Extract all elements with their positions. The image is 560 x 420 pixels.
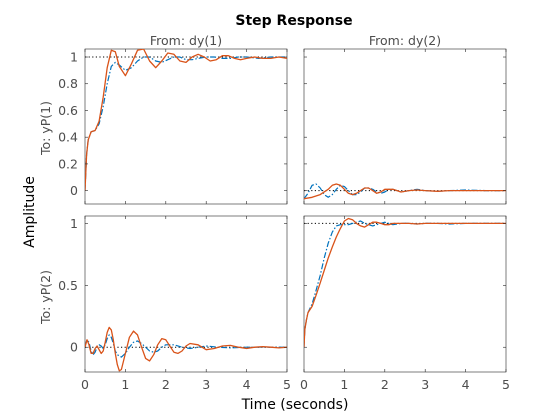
response-line-1: [304, 220, 506, 348]
y-tick-label: 0.5: [58, 278, 78, 293]
subplot-r1c2: [303, 48, 507, 205]
response-line-2: [304, 217, 506, 348]
input-label-1: From: dy(1): [150, 33, 222, 48]
output-label-1: To: yP(1): [38, 101, 53, 156]
x-tick-label: 3: [202, 377, 210, 392]
x-tick-label: 0: [81, 377, 89, 392]
series-group: [85, 49, 287, 191]
response-line-2: [85, 326, 287, 372]
subplot-r2c1: 0 0.5 1 0 1 2 3 4 5: [58, 215, 291, 392]
series-group: [304, 183, 506, 200]
subplot-r1c1: 0 0.2 0.4 0.6 0.8 1: [58, 48, 288, 205]
x-tick-label: 4: [462, 377, 470, 392]
y-tick-label: 0.2: [58, 156, 78, 171]
x-tick-label: 5: [283, 377, 291, 392]
output-label-2: To: yP(2): [38, 270, 53, 325]
input-label-2: From: dy(2): [369, 33, 441, 48]
y-tick-label: 1: [70, 50, 78, 65]
y-tick-label: 0.8: [58, 76, 78, 91]
x-axis-label: Time (seconds): [241, 397, 349, 413]
response-line-1: [85, 334, 287, 358]
plot-frame: [303, 48, 507, 205]
chart-title: Step Response: [235, 13, 352, 29]
x-tick-label: 3: [421, 377, 429, 392]
x-tick-label: 0: [300, 377, 308, 392]
y-axis-label: Amplitude: [22, 176, 38, 248]
y-tick-label: 0: [70, 340, 78, 355]
series-group: [304, 217, 506, 348]
response-line-1: [85, 56, 287, 191]
plot-frame: [84, 48, 288, 205]
subplot-r2c2: 0 1 2 3 4 5: [300, 215, 510, 392]
plot-frame: [84, 215, 288, 373]
series-group: [85, 326, 287, 372]
x-tick-label: 5: [502, 377, 510, 392]
response-line-2: [304, 183, 506, 200]
x-tick-label: 2: [381, 377, 389, 392]
y-tick-label: 0.4: [58, 130, 78, 145]
y-tick-label: 0.6: [58, 103, 78, 118]
response-line-2: [85, 49, 287, 191]
y-tick-label: 0: [70, 183, 78, 198]
y-tick-label: 1: [70, 216, 78, 231]
plot-frame: [303, 215, 507, 373]
x-tick-label: 1: [340, 377, 348, 392]
x-tick-label: 4: [243, 377, 251, 392]
x-tick-label: 1: [121, 377, 129, 392]
x-tick-label: 2: [162, 377, 170, 392]
